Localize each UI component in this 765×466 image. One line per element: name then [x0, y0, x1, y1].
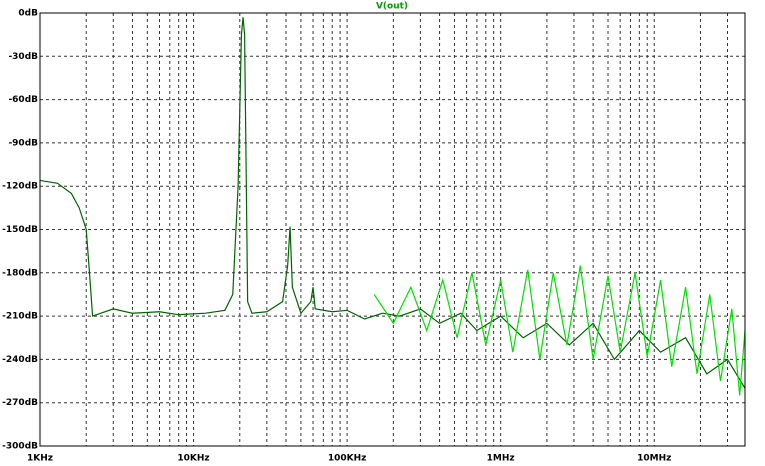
- y-tick-label: -90dB: [8, 138, 38, 148]
- chart-title: V(out): [376, 2, 408, 12]
- y-tick-label: -180dB: [2, 268, 38, 278]
- y-tick-label: -150dB: [2, 225, 38, 235]
- trace: [373, 265, 746, 396]
- plot-frame: [39, 12, 746, 447]
- x-tick-label: 1KHz: [27, 454, 53, 464]
- y-tick-label: -30dB: [8, 52, 38, 62]
- x-tick-label: 1MHz: [487, 454, 515, 464]
- y-tick-label: -120dB: [2, 182, 38, 192]
- x-tick-label: 100KHz: [328, 454, 367, 464]
- y-tick-label: -210dB: [2, 312, 38, 322]
- y-tick-label: 0dB: [18, 9, 38, 19]
- x-tick-label: 10MHz: [637, 454, 671, 464]
- trace: [39, 17, 746, 389]
- y-tick-label: -270dB: [2, 398, 38, 408]
- x-tick-label: 10KHz: [177, 454, 209, 464]
- y-tick-label: -60dB: [8, 95, 38, 105]
- y-tick-label: -240dB: [2, 355, 38, 365]
- y-tick-label: -300dB: [2, 442, 38, 452]
